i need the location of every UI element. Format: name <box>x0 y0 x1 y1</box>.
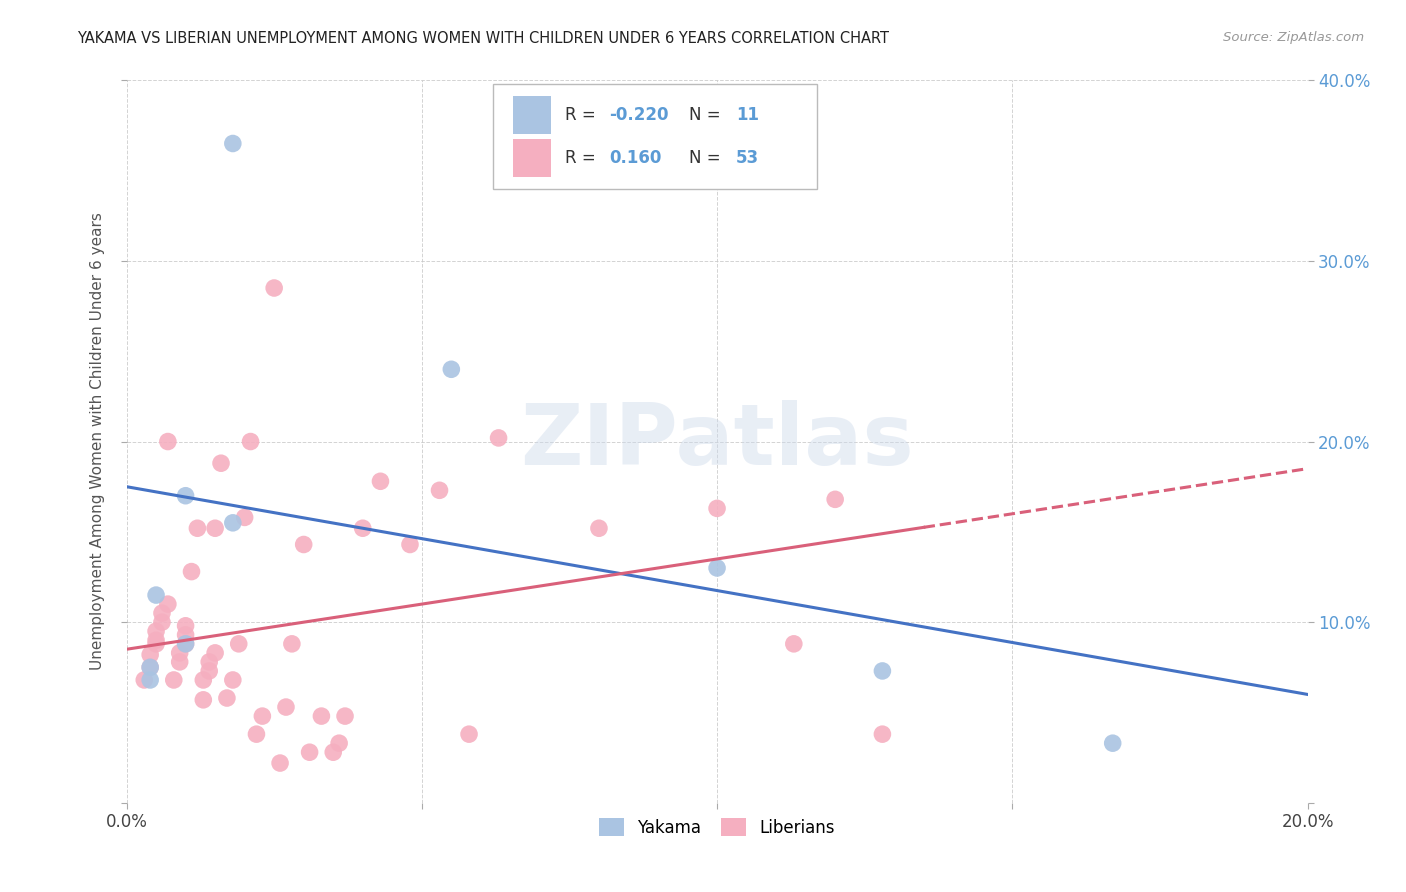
Point <box>440 362 463 376</box>
Text: -0.220: -0.220 <box>610 106 669 124</box>
Point <box>872 727 894 741</box>
Y-axis label: Unemployment Among Women with Children Under 6 years: Unemployment Among Women with Children U… <box>90 212 105 671</box>
Point <box>292 537 315 551</box>
Point <box>174 489 197 503</box>
Point <box>783 637 806 651</box>
Point <box>134 673 156 687</box>
Point <box>139 673 162 687</box>
Point <box>222 136 245 151</box>
Point <box>193 693 215 707</box>
Text: R =: R = <box>565 149 600 167</box>
Point <box>198 655 221 669</box>
Bar <box>513 139 551 177</box>
Point <box>174 628 197 642</box>
Point <box>233 510 256 524</box>
Point <box>139 648 162 662</box>
Point <box>169 646 191 660</box>
Legend: Yakama, Liberians: Yakama, Liberians <box>591 810 844 845</box>
Point <box>274 700 297 714</box>
Point <box>239 434 262 449</box>
Point <box>145 588 167 602</box>
Point <box>174 637 197 651</box>
Point <box>163 673 186 687</box>
Point <box>322 745 344 759</box>
Point <box>263 281 285 295</box>
Point <box>150 615 173 630</box>
Text: 53: 53 <box>735 149 759 167</box>
Point <box>156 597 179 611</box>
Text: 0.160: 0.160 <box>610 149 662 167</box>
Point <box>328 736 350 750</box>
Text: 11: 11 <box>735 106 759 124</box>
Text: YAKAMA VS LIBERIAN UNEMPLOYMENT AMONG WOMEN WITH CHILDREN UNDER 6 YEARS CORRELAT: YAKAMA VS LIBERIAN UNEMPLOYMENT AMONG WO… <box>77 31 890 46</box>
Point <box>204 521 226 535</box>
Point <box>198 664 221 678</box>
Point <box>180 565 202 579</box>
Point <box>209 456 232 470</box>
Text: N =: N = <box>689 149 725 167</box>
Point <box>269 756 291 770</box>
Point <box>150 606 173 620</box>
Bar <box>513 96 551 134</box>
FancyBboxPatch shape <box>492 84 817 189</box>
Point <box>145 633 167 648</box>
Point <box>872 664 894 678</box>
Point <box>145 624 167 639</box>
Point <box>429 483 451 498</box>
Point <box>145 637 167 651</box>
Text: N =: N = <box>689 106 725 124</box>
Point <box>824 492 846 507</box>
Point <box>186 521 208 535</box>
Point <box>169 655 191 669</box>
Text: Source: ZipAtlas.com: Source: ZipAtlas.com <box>1223 31 1364 45</box>
Text: R =: R = <box>565 106 600 124</box>
Point <box>333 709 356 723</box>
Point <box>252 709 274 723</box>
Point <box>139 660 162 674</box>
Point <box>588 521 610 535</box>
Point <box>458 727 481 741</box>
Point <box>193 673 215 687</box>
Point <box>1101 736 1123 750</box>
Point <box>488 431 510 445</box>
Point <box>399 537 422 551</box>
Point <box>228 637 250 651</box>
Point <box>245 727 267 741</box>
Point <box>311 709 333 723</box>
Point <box>174 637 197 651</box>
Point <box>298 745 321 759</box>
Point <box>706 501 728 516</box>
Point <box>174 619 197 633</box>
Point <box>281 637 304 651</box>
Point <box>370 475 392 489</box>
Point <box>222 516 245 530</box>
Point <box>352 521 374 535</box>
Point <box>222 673 245 687</box>
Point <box>706 561 728 575</box>
Text: ZIPatlas: ZIPatlas <box>520 400 914 483</box>
Point <box>204 646 226 660</box>
Point <box>139 660 162 674</box>
Point <box>215 691 238 706</box>
Point <box>156 434 179 449</box>
